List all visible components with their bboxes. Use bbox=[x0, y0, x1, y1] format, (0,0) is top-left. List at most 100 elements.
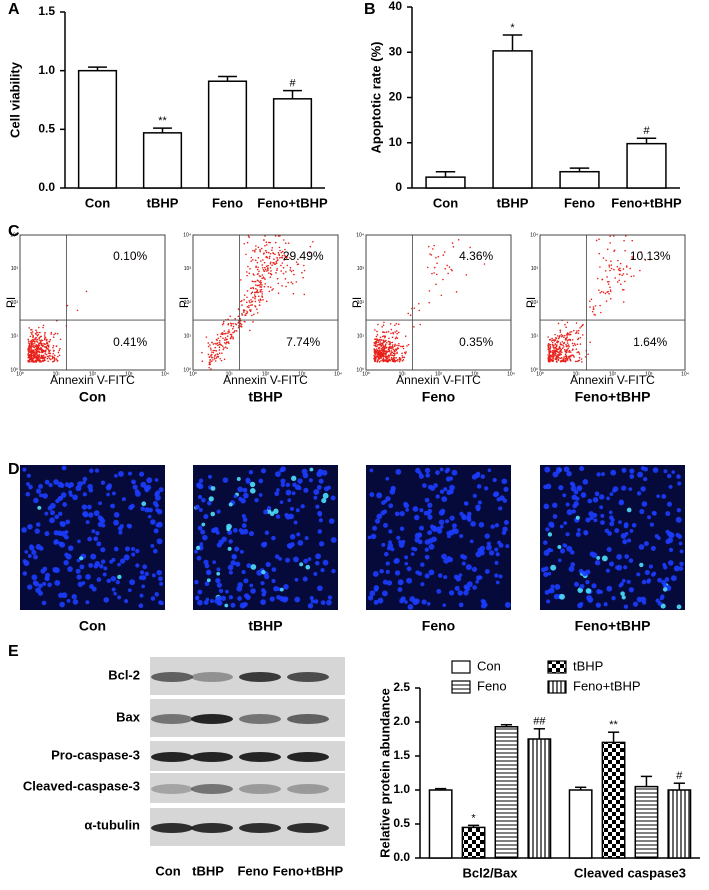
nucleus bbox=[128, 471, 132, 476]
flow-x-tick: 10⁴ bbox=[334, 371, 342, 377]
bar bbox=[494, 726, 519, 859]
flow-dot bbox=[550, 354, 552, 356]
flow-y-tick: 10¹ bbox=[11, 334, 19, 340]
flow-dot bbox=[428, 290, 431, 292]
nucleus bbox=[85, 520, 90, 525]
nucleus bbox=[665, 529, 670, 534]
flow-dot bbox=[252, 249, 254, 252]
nucleus bbox=[155, 508, 160, 513]
flow-dot bbox=[443, 251, 446, 253]
flow-dot bbox=[559, 343, 562, 346]
nucleus bbox=[666, 501, 673, 507]
flow-dot bbox=[389, 342, 391, 344]
flow-dot bbox=[269, 262, 272, 265]
flow-dot bbox=[260, 247, 263, 250]
flow-dot bbox=[570, 355, 572, 358]
nucleus bbox=[61, 465, 67, 471]
flow-dot bbox=[227, 330, 229, 333]
nucleus bbox=[78, 556, 84, 561]
nucleus bbox=[609, 521, 615, 527]
nucleus bbox=[111, 587, 116, 592]
flow-dot bbox=[265, 256, 267, 258]
nucleus bbox=[199, 542, 204, 546]
nucleus bbox=[119, 558, 126, 564]
flow-dot bbox=[232, 322, 235, 325]
flow-dot bbox=[215, 357, 218, 359]
nucleus bbox=[388, 529, 393, 534]
nucleus bbox=[62, 502, 68, 507]
nucleus bbox=[260, 468, 267, 474]
flow-dot bbox=[228, 329, 230, 331]
flow-dot bbox=[413, 307, 416, 309]
flow-dot bbox=[256, 279, 259, 282]
flow-dot bbox=[39, 347, 42, 350]
nucleus bbox=[498, 542, 504, 548]
nucleus bbox=[35, 522, 41, 527]
nucleus bbox=[33, 497, 39, 504]
nucleus bbox=[42, 493, 48, 499]
flow-dot bbox=[232, 336, 234, 339]
group-label: Con bbox=[79, 389, 106, 405]
flow-dot bbox=[377, 353, 380, 355]
error-bar bbox=[533, 728, 545, 739]
flow-dot bbox=[213, 355, 216, 357]
flow-dot bbox=[375, 345, 378, 348]
nucleus bbox=[445, 519, 450, 524]
flow-dot bbox=[225, 342, 227, 345]
group-label: Feno+tBHP bbox=[575, 389, 651, 405]
nucleus bbox=[659, 596, 664, 601]
nucleus bbox=[492, 477, 497, 483]
flow-dot bbox=[589, 300, 591, 303]
nucleus bbox=[195, 545, 201, 550]
flow-dot bbox=[246, 310, 248, 313]
nucleus bbox=[421, 599, 427, 605]
error-bar bbox=[500, 723, 513, 727]
flow-dot bbox=[289, 257, 291, 259]
nucleus bbox=[29, 545, 35, 551]
flow-dot bbox=[257, 295, 260, 298]
y-tick-label: 1.0 bbox=[38, 63, 55, 77]
flow-dot bbox=[379, 352, 382, 355]
flow-dot bbox=[374, 353, 376, 355]
nucleus bbox=[386, 546, 391, 551]
flow-dot bbox=[616, 281, 619, 283]
nucleus bbox=[608, 510, 613, 515]
flow-dot bbox=[264, 278, 266, 280]
nucleus bbox=[498, 506, 503, 511]
flow-dot bbox=[32, 335, 34, 338]
nucleus bbox=[599, 494, 605, 500]
flow-dot bbox=[397, 360, 399, 362]
nucleus bbox=[21, 527, 27, 533]
nucleus bbox=[66, 598, 71, 603]
nucleus bbox=[58, 511, 63, 516]
nucleus bbox=[543, 484, 548, 490]
y-tick-label: 2.0 bbox=[393, 714, 410, 728]
flow-dot bbox=[551, 350, 554, 352]
flow-dot bbox=[374, 329, 376, 331]
flow-y-tick: 10² bbox=[357, 300, 365, 306]
flow-dot bbox=[210, 368, 212, 370]
flow-dot bbox=[35, 359, 37, 362]
nucleus bbox=[241, 569, 246, 575]
nucleus bbox=[425, 473, 431, 478]
flow-dot bbox=[550, 355, 552, 358]
flow-dot bbox=[549, 351, 552, 353]
legend-label: Feno+tBHP bbox=[573, 678, 641, 693]
nucleus bbox=[305, 564, 311, 570]
flow-dot bbox=[224, 332, 227, 335]
nucleus bbox=[53, 479, 59, 485]
nucleus bbox=[557, 545, 562, 549]
flow-dot bbox=[566, 339, 569, 342]
flow-y-tick: 10³ bbox=[357, 266, 365, 272]
flow-dot bbox=[245, 312, 248, 315]
flow-dot bbox=[562, 346, 565, 348]
error-bar bbox=[467, 824, 480, 828]
flow-dots bbox=[201, 235, 314, 370]
flow-dot bbox=[244, 314, 246, 316]
flow-dot bbox=[259, 283, 262, 285]
flow-dot bbox=[569, 331, 571, 333]
flow-dot bbox=[388, 356, 390, 358]
flow-dot bbox=[264, 244, 266, 247]
nucleus bbox=[385, 569, 390, 574]
nucleus bbox=[261, 588, 266, 593]
